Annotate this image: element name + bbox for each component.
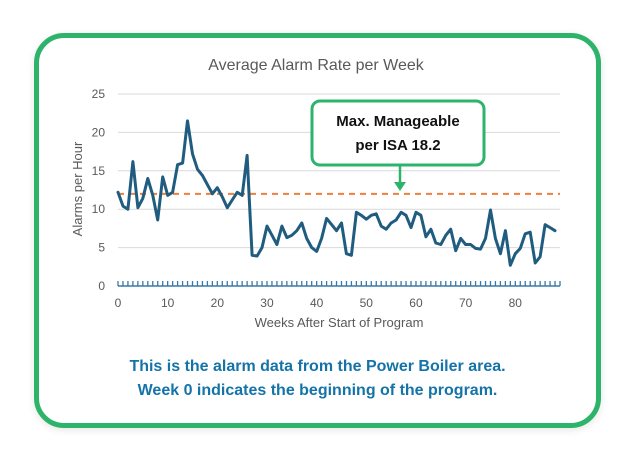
x-axis-minor-ticks — [117, 281, 561, 287]
y-tick-label-15: 15 — [92, 164, 106, 178]
x-tick-label-60: 60 — [409, 296, 423, 310]
y-tick-label-10: 10 — [92, 202, 106, 216]
y-axis-label: Alarms per Hour — [70, 141, 85, 236]
x-tick-labels: 0 10 20 30 40 50 60 70 80 — [115, 296, 523, 310]
x-tick-label-10: 10 — [161, 296, 175, 310]
series-line-alarm-rate — [116, 119, 557, 267]
callout-line-1: Max. Manageable — [336, 113, 459, 130]
gridlines — [118, 93, 560, 249]
y-tick-label-5: 5 — [98, 241, 105, 255]
chart-title: Average Alarm Rate per Week — [208, 57, 425, 74]
callout-border — [310, 99, 486, 167]
caption-line-2: Week 0 indicates the beginning of the pr… — [137, 382, 498, 399]
x-tick-label-70: 70 — [459, 296, 473, 310]
x-tick-label-80: 80 — [509, 296, 523, 310]
x-tick-label-50: 50 — [360, 296, 374, 310]
x-tick-label-40: 40 — [310, 296, 324, 310]
callout-arrow-head — [394, 182, 406, 191]
callout-box: Max. Manageable per ISA 18.2 — [310, 99, 486, 191]
callout-line-2: per ISA 18.2 — [355, 137, 440, 154]
caption-line-1: This is the alarm data from the Power Bo… — [129, 358, 506, 375]
x-axis-label: Weeks After Start of Program — [255, 315, 424, 330]
y-tick-label-0: 0 — [98, 279, 105, 293]
x-tick-label-30: 30 — [260, 296, 274, 310]
y-tick-labels: 0 5 10 15 20 25 — [92, 87, 106, 293]
x-tick-label-20: 20 — [211, 296, 225, 310]
y-tick-label-25: 25 — [92, 87, 106, 101]
y-tick-label-20: 20 — [92, 125, 106, 139]
chart-caption: This is the alarm data from the Power Bo… — [34, 355, 601, 403]
x-tick-label-0: 0 — [115, 296, 122, 310]
